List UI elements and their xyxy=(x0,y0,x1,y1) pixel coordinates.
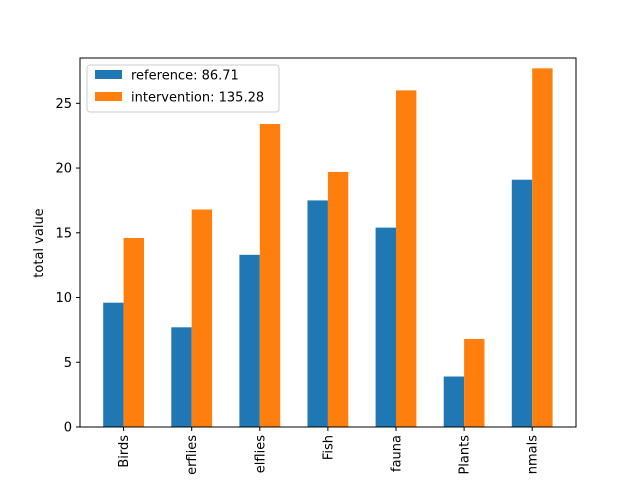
bar-series-1-4 xyxy=(396,90,417,428)
bar-series-0-4 xyxy=(375,227,396,427)
x-tick-label-5: Plants xyxy=(458,435,473,475)
bar-series-1-1 xyxy=(191,209,213,427)
bar-series-1-2 xyxy=(259,124,281,427)
legend-label-0: reference: 86.71 xyxy=(131,69,239,84)
x-tick-label-2: elflies xyxy=(253,435,268,473)
bar-series-0-2 xyxy=(239,254,260,427)
bar-series-0-3 xyxy=(307,200,328,427)
y-tick-label-0: 0 xyxy=(64,421,72,436)
x-tick-label-6: nmals xyxy=(526,435,541,474)
bar-series-1-0 xyxy=(123,237,144,427)
bar-series-0-1 xyxy=(171,327,192,427)
y-tick-label-4: 20 xyxy=(55,162,72,177)
legend-box xyxy=(86,64,280,113)
bar-series-0-5 xyxy=(443,376,465,427)
bar-series-0-0 xyxy=(103,302,124,427)
x-tick-label-0: Birds xyxy=(117,435,132,468)
y-tick-label-5: 25 xyxy=(55,97,72,112)
legend: reference: 86.71 intervention: 135.28 xyxy=(86,64,280,113)
x-tick-label-3: Fish xyxy=(321,435,336,460)
bar-series-1-3 xyxy=(327,171,349,427)
x-tick-label-4: fauna xyxy=(390,435,405,472)
y-tick-label-2: 10 xyxy=(55,291,72,306)
legend-swatch-1 xyxy=(95,92,122,101)
bar-series-1-5 xyxy=(464,338,485,427)
y-tick-label-1: 5 xyxy=(64,356,72,371)
x-tick-label-1: erflies xyxy=(185,435,200,475)
y-tick-label-3: 15 xyxy=(55,226,72,241)
y-axis-label: total value xyxy=(32,208,47,277)
bar-series-1-6 xyxy=(532,68,553,427)
axes-layer: 0 5 10 15 20 25 Birds erflies elflies Fish fauna Pl… xyxy=(55,57,577,475)
bar-series-0-6 xyxy=(511,179,533,427)
legend-label-1: intervention: 135.28 xyxy=(131,91,264,106)
legend-swatch-0 xyxy=(95,70,122,79)
bars-layer xyxy=(103,68,553,428)
